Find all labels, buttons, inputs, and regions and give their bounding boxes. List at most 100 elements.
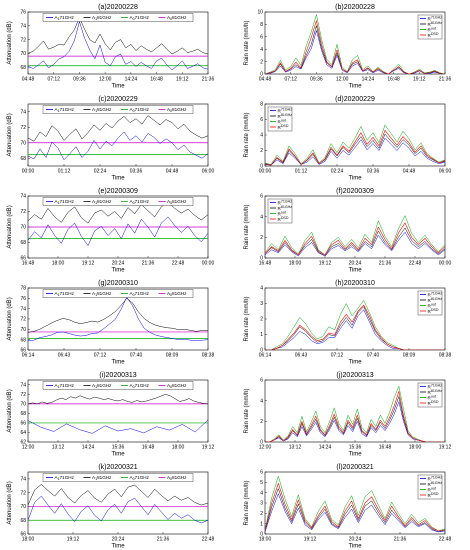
series-line-1	[265, 30, 445, 74]
series-line-0	[265, 227, 445, 257]
x-tick-label: 19:12	[176, 77, 189, 83]
panel-b: (b)20200228 0 2 4 6 8 10 04:48 07:12 09:36 12:00 14…	[244, 4, 451, 90]
legend: A171GHz A181GHz A071GHz A081GHz	[42, 381, 194, 390]
legend-label: A081GHz	[167, 291, 187, 297]
x-tick-label: 13:12	[289, 445, 302, 451]
y-tick-label: 70	[20, 504, 26, 510]
y-axis-label: Attenuation (dB)	[7, 389, 13, 432]
y-tick-label: 72	[20, 490, 26, 496]
panel-c: (c)20200229 68 70 72 74 00:00 01:12 02:24 03:36 0…	[7, 96, 214, 182]
y-tick-label: 68	[20, 156, 26, 162]
series-line-2	[265, 300, 445, 350]
legend-label: Rout	[428, 27, 436, 33]
y-tick-label: 78	[20, 286, 26, 292]
x-tick-label: 16:48	[142, 445, 155, 451]
legend-label: Rout	[278, 211, 286, 217]
panel-title: (f)20200309	[336, 188, 374, 195]
panel-a: (a)20200228 68 70 72 74 76 04:48 07:12 09:36 12:0…	[7, 4, 214, 90]
y-tick-label: 72	[20, 392, 26, 398]
y-tick-label: 68	[20, 518, 26, 524]
series-line-3	[265, 130, 445, 166]
series-line-2	[28, 298, 208, 333]
legend-box	[42, 473, 194, 482]
legend: A171GHz A181GHz A071GHz A081GHz	[42, 197, 194, 206]
legend-label: R71GHz	[278, 108, 293, 114]
x-tick-label: 04:48	[403, 169, 416, 175]
series-line-0	[265, 488, 445, 533]
x-tick-label: 16:48	[150, 77, 163, 83]
y-tick-label: 2	[260, 235, 263, 241]
x-tick-label: 14:24	[125, 77, 138, 83]
x-tick-label: 07:12	[47, 77, 60, 83]
x-tick-label: 21:36	[202, 77, 215, 83]
plot-area	[264, 471, 446, 535]
x-axis-label: Time	[348, 544, 362, 550]
y-tick-label: 2	[260, 317, 263, 323]
x-tick-label: 14:24	[319, 445, 332, 451]
y-tick-label: 4	[260, 398, 263, 404]
x-tick-label: 21:36	[157, 537, 170, 543]
y-tick-label: 1	[260, 521, 263, 527]
legend-label: R81GHz	[428, 297, 443, 303]
x-tick-label: 07:12	[94, 353, 107, 359]
legend-box	[417, 474, 443, 500]
x-tick-label: 21:36	[394, 537, 407, 543]
x-tick-label: 08:38	[202, 353, 215, 359]
series-line-1	[265, 137, 445, 166]
series-line-3	[265, 20, 445, 74]
legend-label: Rout	[278, 119, 286, 125]
legend-box	[42, 289, 194, 298]
y-tick-label: 1	[260, 332, 263, 338]
x-tick-label: 02:24	[331, 169, 344, 175]
x-tick-label: 20:24	[112, 537, 125, 543]
legend-label: R81GHz	[428, 21, 443, 27]
legend-label: A071GHz	[130, 107, 150, 113]
legend-label: A081GHz	[167, 383, 187, 389]
x-tick-label: 18:00	[52, 261, 65, 267]
legend-label: R81GHz	[278, 113, 293, 119]
legend-label: R81GHz	[428, 481, 443, 487]
y-tick-label: 76	[20, 296, 26, 302]
series-line-3	[28, 495, 208, 524]
panel-h: (h)20200310 0 1 2 3 4 06:14 06:43 07:12 07:40 08:0…	[244, 280, 451, 366]
series-line-2	[28, 484, 208, 506]
x-tick-label: 08:38	[439, 353, 452, 359]
x-tick-label: 06:00	[202, 169, 215, 175]
x-axis-label: Time	[111, 176, 125, 182]
x-tick-label: 00:00	[259, 169, 272, 175]
legend-label: A181GHz	[92, 383, 112, 389]
legend: A171GHz A181GHz A071GHz A081GHz	[42, 105, 194, 114]
legend-label: A181GHz	[92, 199, 112, 205]
legend-label: Rout	[428, 395, 436, 401]
x-tick-label: 14:24	[82, 445, 95, 451]
x-axis-label: Time	[348, 452, 362, 458]
y-tick-label: 6	[260, 378, 263, 384]
y-tick-label: 76	[20, 10, 26, 16]
x-tick-label: 12:00	[336, 77, 349, 83]
y-axis-label: Rain rate (mm/h)	[244, 296, 250, 341]
x-tick-label: 00:00	[439, 261, 452, 267]
series-line-0	[265, 306, 445, 350]
y-axis-label: Attenuation (dB)	[7, 113, 13, 156]
y-tick-label: 64	[20, 430, 26, 436]
y-tick-label: 68	[20, 411, 26, 417]
x-tick-label: 21:36	[142, 261, 155, 267]
y-tick-label: 2	[260, 419, 263, 425]
y-axis-label: Attenuation (dB)	[7, 297, 13, 340]
legend-label: A181GHz	[92, 291, 112, 297]
x-tick-label: 04:48	[166, 169, 179, 175]
legend-label: A181GHz	[92, 107, 112, 113]
x-tick-label: 18:00	[289, 261, 302, 267]
legend: A171GHz A181GHz A071GHz A081GHz	[42, 13, 194, 22]
x-tick-label: 06:14	[22, 353, 35, 359]
legend-label: RDSD	[278, 216, 289, 222]
x-tick-label: 18:00	[22, 537, 35, 543]
x-tick-label: 01:12	[58, 169, 71, 175]
x-tick-label: 04:48	[259, 77, 272, 83]
y-axis-label: Rain rate (mm/h)	[244, 112, 250, 157]
legend-label: RDSD	[428, 32, 439, 38]
x-tick-label: 22:48	[409, 261, 422, 267]
series-line-3	[28, 297, 208, 341]
